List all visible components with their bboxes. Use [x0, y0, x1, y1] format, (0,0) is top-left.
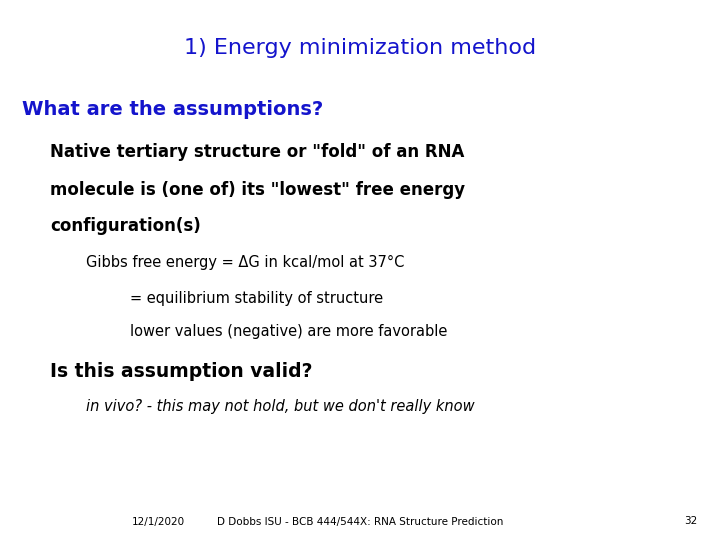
Text: What are the assumptions?: What are the assumptions? [22, 100, 323, 119]
Text: D Dobbs ISU - BCB 444/544X: RNA Structure Prediction: D Dobbs ISU - BCB 444/544X: RNA Structur… [217, 516, 503, 526]
Text: Gibbs free energy = ΔG in kcal/mol at 37°C: Gibbs free energy = ΔG in kcal/mol at 37… [86, 255, 405, 271]
Text: Is this assumption valid?: Is this assumption valid? [50, 362, 313, 381]
Text: 32: 32 [685, 516, 698, 526]
Text: lower values (negative) are more favorable: lower values (negative) are more favorab… [130, 324, 447, 339]
Text: 1) Energy minimization method: 1) Energy minimization method [184, 38, 536, 58]
Text: 12/1/2020: 12/1/2020 [132, 516, 185, 526]
Text: configuration(s): configuration(s) [50, 217, 201, 235]
Text: Native tertiary structure or "fold" of an RNA: Native tertiary structure or "fold" of a… [50, 143, 465, 161]
Text: = equilibrium stability of structure: = equilibrium stability of structure [130, 291, 383, 306]
Text: in vivo? - this may not hold, but we don't really know: in vivo? - this may not hold, but we don… [86, 399, 475, 414]
Text: molecule is (one of) its "lowest" free energy: molecule is (one of) its "lowest" free e… [50, 181, 466, 199]
